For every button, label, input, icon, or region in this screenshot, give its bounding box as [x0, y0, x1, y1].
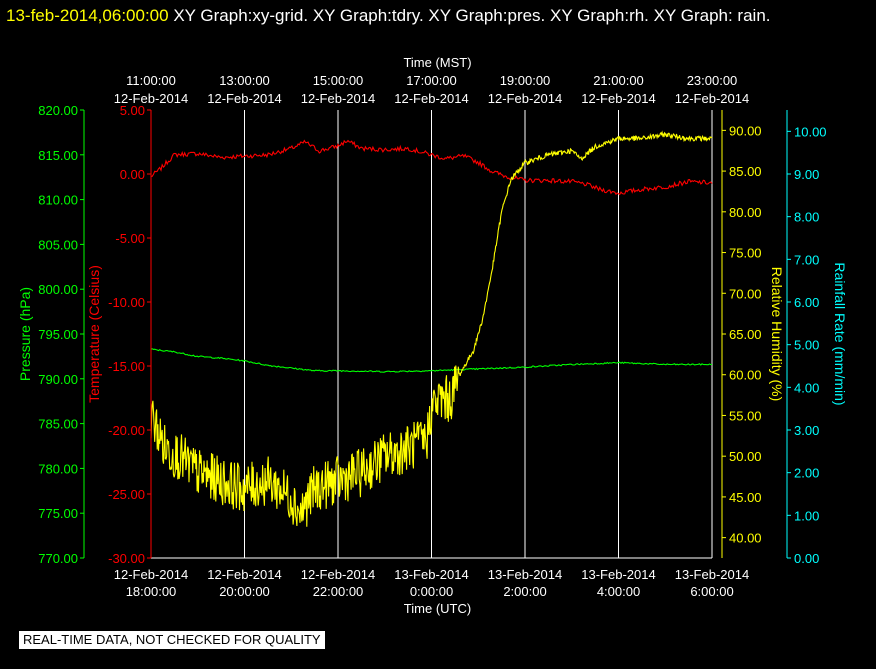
pressure-tick-label: 810.00 [38, 193, 78, 208]
humidity-tick-label: 40.00 [729, 531, 762, 546]
rain-tick-label: 5.00 [794, 338, 819, 353]
humidity-tick-label: 80.00 [729, 205, 762, 220]
top-tick-time: 23:00:00 [687, 73, 738, 88]
temperature-tick-label: -20.00 [108, 423, 145, 438]
temperature-tick-label: -10.00 [108, 295, 145, 310]
humidity-tick-label: 45.00 [729, 490, 762, 505]
x-tick-date: 12-Feb-2014 [207, 567, 281, 582]
temperature-axis-title: Temperature (Celsius) [86, 265, 102, 403]
x-tick-time: 22:00:00 [313, 584, 364, 599]
x-tick-date: 12-Feb-2014 [301, 567, 375, 582]
pressure-tick-label: 785.00 [38, 417, 78, 432]
x-tick-date: 13-Feb-2014 [675, 567, 749, 582]
humidity-tick-label: 50.00 [729, 449, 762, 464]
humidity-tick-label: 55.00 [729, 408, 762, 423]
humidity-tick-label: 90.00 [729, 123, 762, 138]
top-tick-time: 15:00:00 [313, 73, 364, 88]
humidity-tick-label: 85.00 [729, 164, 762, 179]
humidity-tick-label: 70.00 [729, 286, 762, 301]
x-tick-time: 4:00:00 [597, 584, 640, 599]
rain-tick-label: 10.00 [794, 124, 827, 139]
top-tick-date: 12-Feb-2014 [675, 91, 749, 106]
pressure-tick-label: 770.00 [38, 551, 78, 566]
top-tick-date: 12-Feb-2014 [581, 91, 655, 106]
x-tick-time: 2:00:00 [503, 584, 546, 599]
x-tick-time: 6:00:00 [690, 584, 733, 599]
temperature-tick-label: 0.00 [120, 167, 145, 182]
x-tick-date: 13-Feb-2014 [394, 567, 468, 582]
pressure-tick-label: 790.00 [38, 372, 78, 387]
pressure-tick-label: 800.00 [38, 282, 78, 297]
pressure-axis-title: Pressure (hPa) [17, 287, 33, 381]
top-axis-title: Time (MST) [403, 55, 471, 70]
x-axis-title: Time (UTC) [404, 601, 471, 616]
humidity-tick-label: 65.00 [729, 327, 762, 342]
humidity-tick-label: 75.00 [729, 246, 762, 261]
x-tick-date: 13-Feb-2014 [488, 567, 562, 582]
top-tick-time: 21:00:00 [593, 73, 644, 88]
x-tick-date: 13-Feb-2014 [581, 567, 655, 582]
quality-notice: REAL-TIME DATA, NOT CHECKED FOR QUALITY [19, 631, 325, 649]
top-tick-date: 12-Feb-2014 [207, 91, 281, 106]
top-tick-time: 11:00:00 [126, 73, 176, 88]
top-tick-time: 13:00:00 [219, 73, 270, 88]
rain-tick-label: 1.00 [794, 508, 819, 523]
rain-tick-label: 8.00 [794, 210, 819, 225]
pressure-tick-label: 780.00 [38, 461, 78, 476]
temperature-series-line [150, 139, 713, 196]
x-tick-date: 12-Feb-2014 [114, 567, 188, 582]
x-tick-time: 0:00:00 [410, 584, 453, 599]
pressure-tick-label: 775.00 [38, 506, 78, 521]
graph-header: 13-feb-2014,06:00:00 XY Graph:xy-grid. X… [6, 2, 866, 30]
header-graph-list: XY Graph:xy-grid. XY Graph:tdry. XY Grap… [168, 6, 771, 25]
temperature-tick-label: -5.00 [115, 231, 145, 246]
humidity-series-line [150, 130, 713, 527]
rain-tick-label: 7.00 [794, 252, 819, 267]
humidity-axis-title: Relative Humidity (%) [769, 267, 785, 402]
rain-tick-label: 6.00 [794, 295, 819, 310]
top-tick-time: 17:00:00 [406, 73, 457, 88]
top-tick-date: 12-Feb-2014 [114, 91, 188, 106]
top-tick-time: 19:00:00 [500, 73, 551, 88]
rain-tick-label: 4.00 [794, 380, 819, 395]
temperature-tick-label: -15.00 [108, 359, 145, 374]
rain-tick-label: 3.00 [794, 423, 819, 438]
pressure-tick-label: 795.00 [38, 327, 78, 342]
top-tick-date: 12-Feb-2014 [488, 91, 562, 106]
header-timestamp: 13-feb-2014,06:00:00 [6, 6, 169, 25]
temperature-tick-label: -25.00 [108, 487, 145, 502]
humidity-tick-label: 60.00 [729, 368, 762, 383]
pressure-tick-label: 820.00 [38, 103, 78, 118]
rain-tick-label: 2.00 [794, 466, 819, 481]
rain-tick-label: 0.00 [794, 551, 819, 566]
pressure-tick-label: 815.00 [38, 148, 78, 163]
temperature-tick-label: -30.00 [108, 551, 145, 566]
temperature-tick-label: 5.00 [120, 103, 145, 118]
top-tick-date: 12-Feb-2014 [394, 91, 468, 106]
top-tick-date: 12-Feb-2014 [301, 91, 375, 106]
pressure-tick-label: 805.00 [38, 237, 78, 252]
rain-tick-label: 9.00 [794, 167, 819, 182]
rain-axis-title: Rainfall Rate (mm/min) [832, 262, 848, 405]
x-tick-time: 18:00:00 [126, 584, 177, 599]
pressure-series-line [150, 348, 713, 373]
x-tick-time: 20:00:00 [219, 584, 270, 599]
